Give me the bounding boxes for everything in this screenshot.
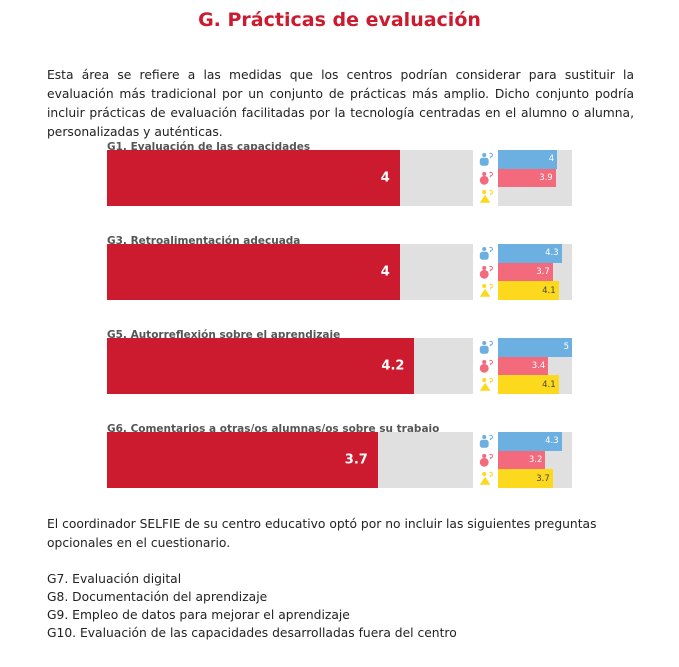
question-section: G1. Evaluación de las capacidades 4 4 3.… <box>107 141 577 241</box>
student-person-icon <box>479 190 493 204</box>
group-score-value: 3.9 <box>539 172 553 183</box>
group-score-value: 3.7 <box>536 473 550 484</box>
overall-score-fill: 4.2 <box>107 338 415 394</box>
student-person-icon <box>479 284 493 298</box>
list-item: G10. Evaluación de las capacidades desar… <box>47 626 457 640</box>
overall-score-fill: 3.7 <box>107 432 378 488</box>
group-score-value: 4.1 <box>542 379 556 390</box>
overall-score-bar: 4 <box>107 150 473 206</box>
group-scores: 4 3.9 <box>479 150 572 206</box>
page-title: G. Prácticas de evaluación <box>198 9 481 31</box>
group-score-row: 4.1 <box>479 375 572 394</box>
teacher-person-icon <box>479 171 493 185</box>
group-score-fill: 4.1 <box>498 375 559 394</box>
group-score-value: 4.3 <box>545 248 559 259</box>
overall-score-value: 4 <box>380 264 390 280</box>
group-score-value: 3.2 <box>528 454 543 465</box>
student-person-icon <box>479 378 493 392</box>
question-section: G3. Retroalimentación adecuada 4 4.3 3.7… <box>107 235 577 335</box>
question-section: G5. Autorreflexión sobre el aprendizaje … <box>107 329 577 429</box>
leader-person-icon <box>479 434 493 448</box>
group-score-fill: 3.9 <box>498 168 556 188</box>
group-score-fill: 4.3 <box>498 432 562 451</box>
overall-score-bar: 3.7 <box>107 432 473 488</box>
teacher-person-icon <box>479 359 493 373</box>
group-score-row <box>479 187 572 206</box>
outro-text: El coordinador SELFIE de su centro educa… <box>47 517 597 550</box>
group-score-row: 4.3 <box>479 432 572 451</box>
list-item: G7. Evaluación digital <box>47 572 182 586</box>
overall-score-value: 3.7 <box>344 452 368 468</box>
group-score-fill: 3.7 <box>498 262 553 282</box>
group-score-row: 3.7 <box>479 262 572 282</box>
overall-score-fill: 4 <box>107 244 400 300</box>
group-score-row: 4 <box>479 150 572 169</box>
teacher-person-icon <box>479 453 493 467</box>
overall-score-bar: 4 <box>107 244 473 300</box>
group-score-value: 5 <box>563 342 569 353</box>
group-score-fill: 3.7 <box>498 469 553 488</box>
group-score-fill: 4 <box>498 150 558 169</box>
overall-score-value: 4.2 <box>381 358 405 374</box>
group-score-value: 4.3 <box>545 436 559 447</box>
group-score-row: 3.9 <box>479 168 572 188</box>
group-score-fill: 4.3 <box>498 244 562 263</box>
overall-score-value: 4 <box>380 170 390 186</box>
overall-score-fill: 4 <box>107 150 400 206</box>
list-item: G8. Documentación del aprendizaje <box>47 590 268 604</box>
group-score-row: 3.7 <box>479 469 572 488</box>
group-score-row: 4.3 <box>479 244 572 263</box>
group-score-value: 3.7 <box>536 266 550 277</box>
question-section: G6. Comentarios a otras/os alumnas/os so… <box>107 423 577 523</box>
group-score-fill: 5 <box>498 338 572 357</box>
overall-score-bar: 4.2 <box>107 338 473 394</box>
group-score-row: 3.4 <box>479 356 572 376</box>
group-score-fill: 3.4 <box>498 356 549 376</box>
group-score-row: 3.2 <box>479 450 572 470</box>
group-score-value: 4 <box>548 154 555 165</box>
group-score-value: 3.4 <box>531 360 546 371</box>
group-score-fill: 4.1 <box>498 281 559 300</box>
leader-person-icon <box>479 340 493 354</box>
leader-person-icon <box>479 246 493 260</box>
group-scores: 4.3 3.2 3.7 <box>479 432 572 488</box>
leader-person-icon <box>479 152 493 166</box>
group-score-fill: 3.2 <box>498 450 546 470</box>
group-score-row: 4.1 <box>479 281 572 300</box>
list-item: G9. Empleo de datos para mejorar el apre… <box>47 608 350 622</box>
excluded-questions-list: G7. Evaluación digital G8. Documentación… <box>47 570 457 642</box>
group-score-row: 5 <box>479 338 572 357</box>
group-scores: 4.3 3.7 4.1 <box>479 244 572 300</box>
intro-text: Esta área se refiere a las medidas que l… <box>47 68 634 139</box>
group-score-value: 4.1 <box>542 285 556 296</box>
student-person-icon <box>479 472 493 486</box>
teacher-person-icon <box>479 265 493 279</box>
group-scores: 5 3.4 4.1 <box>479 338 572 394</box>
